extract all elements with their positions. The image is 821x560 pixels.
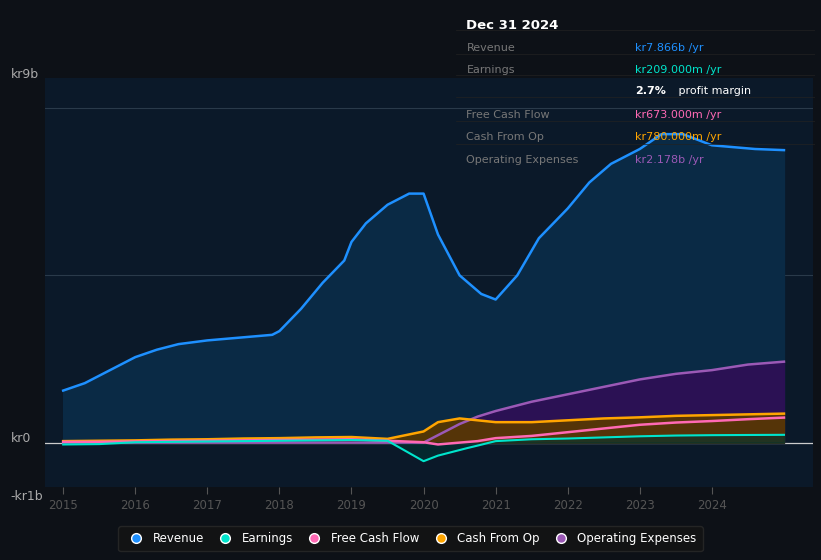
- Text: Revenue: Revenue: [466, 43, 516, 53]
- Text: kr673.000m /yr: kr673.000m /yr: [635, 110, 722, 120]
- Text: Dec 31 2024: Dec 31 2024: [466, 19, 559, 32]
- Text: Operating Expenses: Operating Expenses: [466, 155, 579, 165]
- Text: kr209.000m /yr: kr209.000m /yr: [635, 66, 722, 76]
- Text: 2.7%: 2.7%: [635, 86, 667, 96]
- Text: Cash From Op: Cash From Op: [466, 133, 544, 142]
- Text: profit margin: profit margin: [675, 86, 751, 96]
- Text: kr780.000m /yr: kr780.000m /yr: [635, 133, 722, 142]
- Text: Earnings: Earnings: [466, 66, 515, 76]
- Text: kr9b: kr9b: [11, 68, 39, 81]
- Text: kr7.866b /yr: kr7.866b /yr: [635, 43, 704, 53]
- Text: kr2.178b /yr: kr2.178b /yr: [635, 155, 704, 165]
- Legend: Revenue, Earnings, Free Cash Flow, Cash From Op, Operating Expenses: Revenue, Earnings, Free Cash Flow, Cash …: [118, 526, 703, 551]
- Text: Free Cash Flow: Free Cash Flow: [466, 110, 550, 120]
- Text: -kr1b: -kr1b: [11, 490, 44, 503]
- Text: kr0: kr0: [11, 432, 31, 445]
